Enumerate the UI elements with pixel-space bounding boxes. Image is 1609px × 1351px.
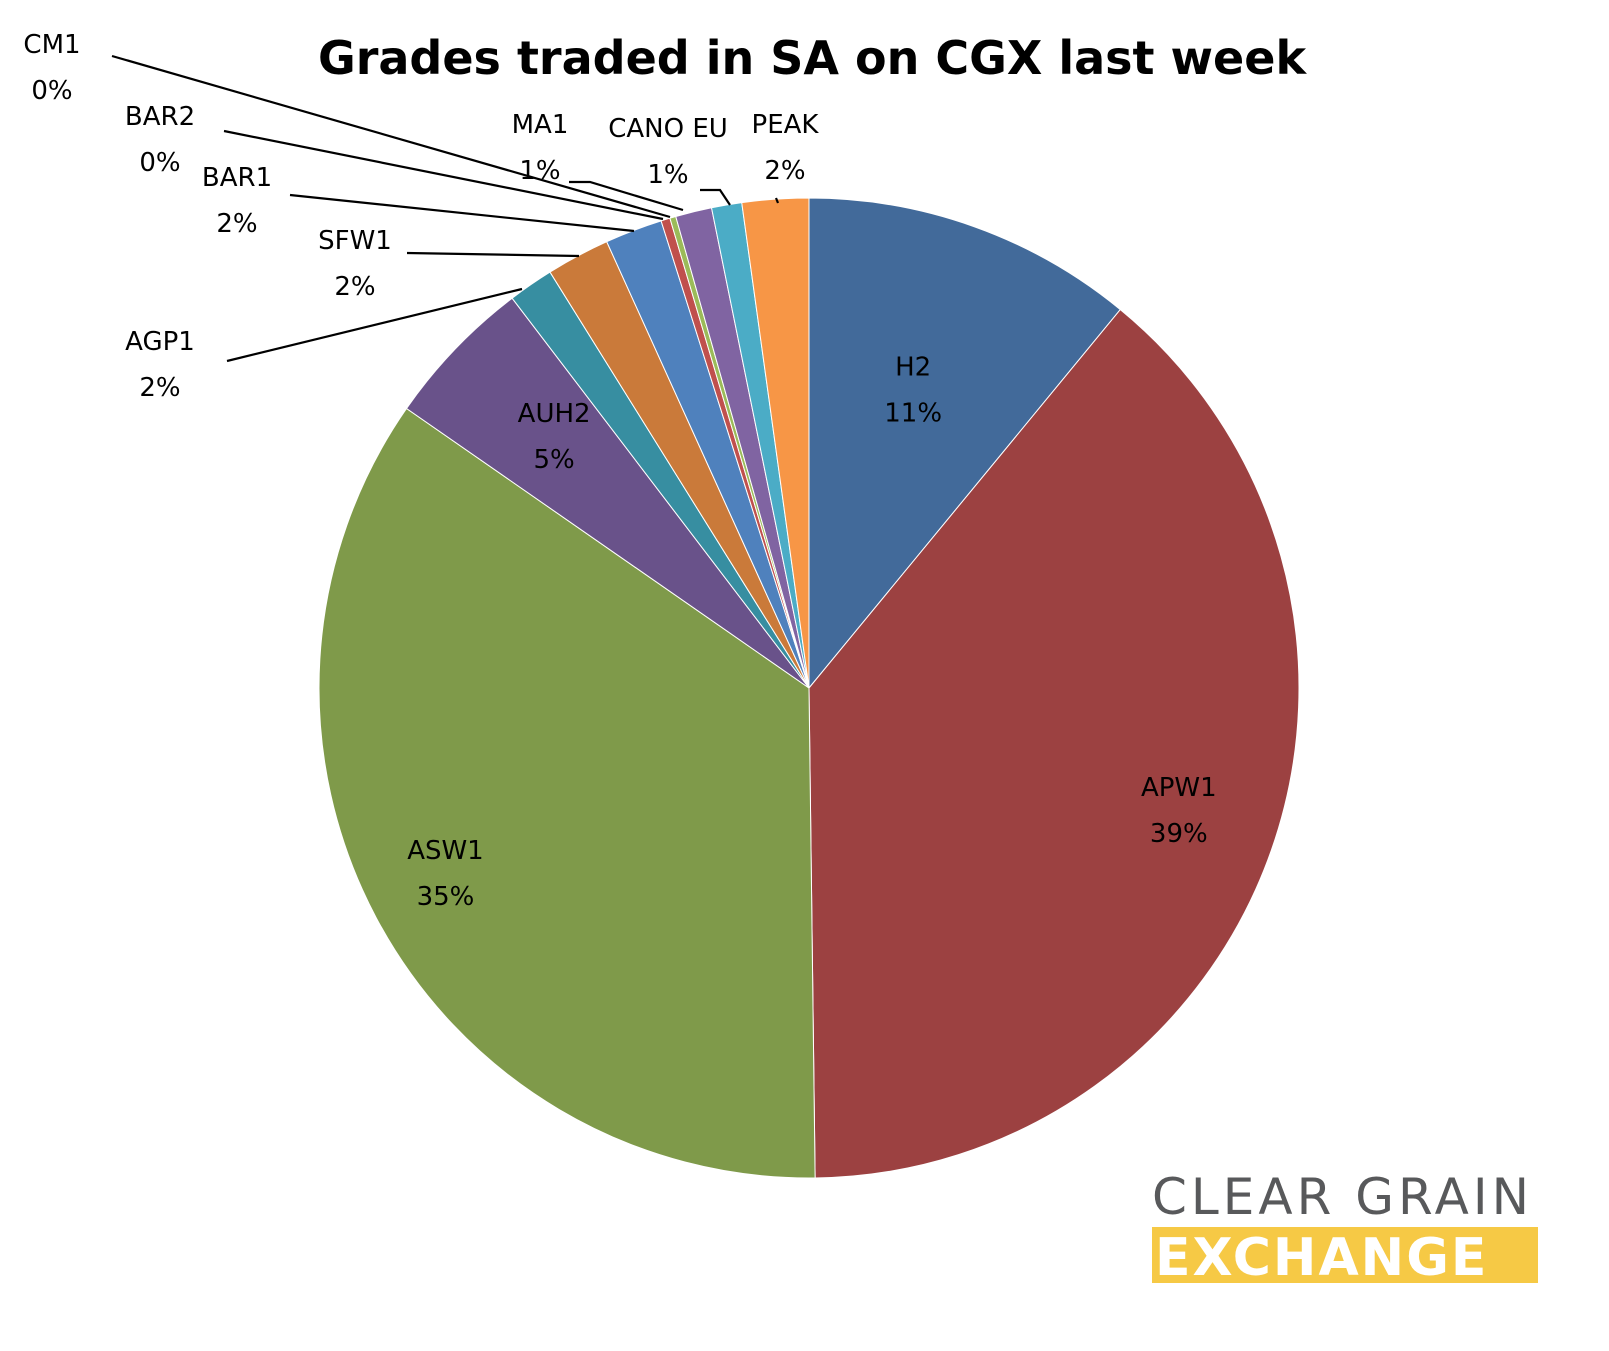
slice-label-agp1: AGP1 (125, 327, 195, 357)
leader-lines (111, 54, 780, 363)
slice-label-cano-eu: CANO EU (608, 114, 728, 144)
slice-percent-h2: 11% (884, 398, 942, 428)
slice-percent-apw1: 39% (1150, 819, 1208, 849)
slice-percent-ma1: 1% (519, 156, 560, 186)
slice-labels: H2 11% APW1 39% ASW1 35% AUH2 5% AGP1 2% SFW1 2% BAR… (23, 30, 1216, 912)
leader-line-cm1 (111, 54, 671, 219)
pie-slice-h2 (808, 197, 1122, 690)
slice-percent-sfw1: 2% (334, 272, 375, 302)
logo-line-2: EXCHANGE (1155, 1228, 1488, 1288)
slice-label-h2: H2 (895, 352, 931, 382)
chart-title: Grades traded in SA on CGX last week (318, 31, 1308, 85)
pie-slice-asw1 (318, 407, 816, 1179)
slice-label-peak: PEAK (752, 110, 820, 140)
slice-label-asw1: ASW1 (407, 836, 484, 866)
slice-percent-auh2: 5% (534, 445, 575, 475)
slice-percent-cm1: 0% (31, 76, 72, 106)
leader-line-ma1 (569, 180, 684, 212)
clear-grain-exchange-logo: CLEAR GRAIN EXCHANGE (1152, 1168, 1538, 1288)
leader-line-bar1 (289, 193, 635, 233)
logo-bar (1152, 1227, 1538, 1283)
pie-slice-apw1 (808, 308, 1300, 1179)
logo-line-1: CLEAR GRAIN (1152, 1168, 1533, 1226)
pie-slice-auh2 (405, 297, 810, 689)
slice-label-bar2: BAR2 (125, 102, 195, 132)
slice-percent-peak: 2% (764, 156, 805, 186)
slice-percent-bar1: 2% (216, 209, 257, 239)
slice-label-cm1: CM1 (23, 30, 80, 60)
leader-line-cano-eu (700, 188, 731, 206)
leader-line-sfw1 (406, 251, 580, 258)
slice-label-auh2: AUH2 (518, 399, 591, 429)
slice-label-ma1: MA1 (512, 110, 569, 140)
leader-line-peak (774, 197, 780, 204)
slice-percent-cano-eu: 1% (647, 160, 688, 190)
slice-percent-asw1: 35% (417, 882, 475, 912)
slice-percent-agp1: 2% (139, 373, 180, 403)
slice-label-apw1: APW1 (1141, 773, 1217, 803)
slice-label-bar1: BAR1 (202, 163, 272, 193)
pie-slices (318, 197, 1300, 1179)
leader-line-agp1 (226, 287, 523, 363)
slice-percent-bar2: 0% (139, 148, 180, 178)
leader-line-bar2 (223, 129, 664, 221)
slice-label-sfw1: SFW1 (318, 226, 392, 256)
